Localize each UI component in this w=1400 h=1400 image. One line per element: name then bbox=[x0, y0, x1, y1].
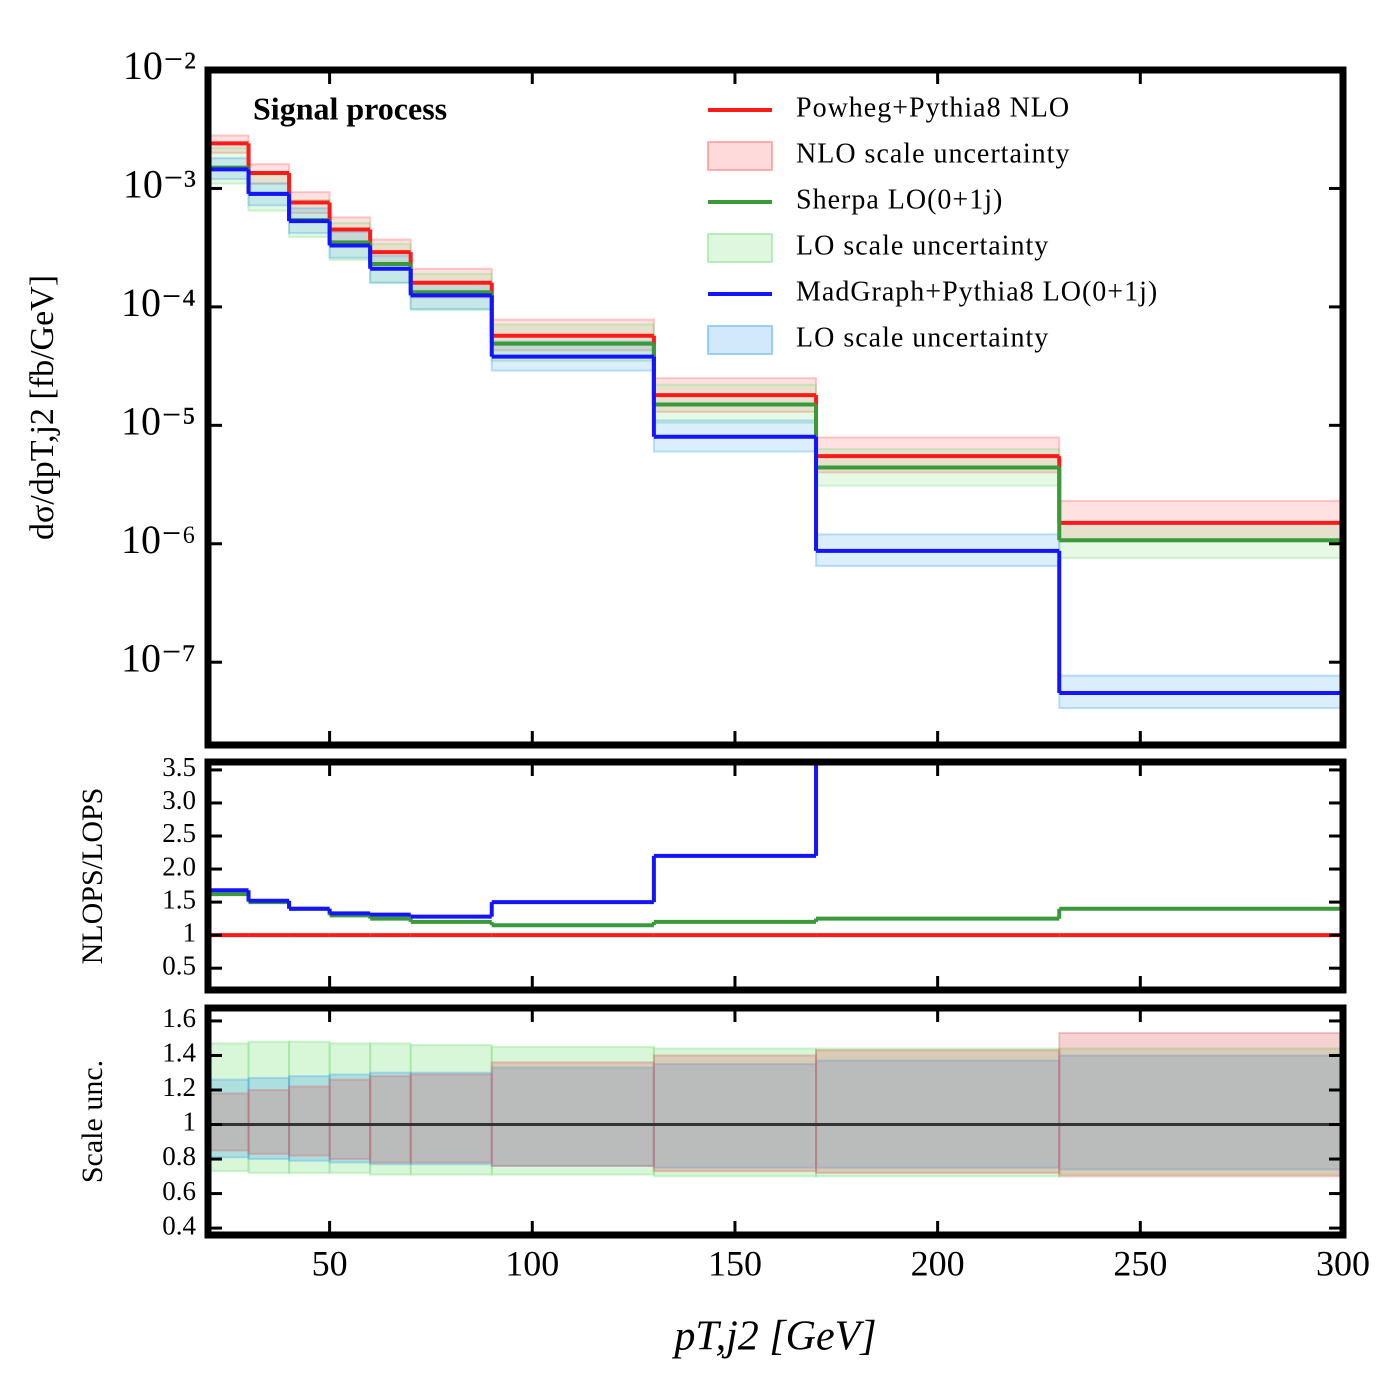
y-tick-label: 10⁻⁴ bbox=[121, 280, 196, 325]
uncertainty-band bbox=[1058, 1047, 1343, 1176]
legend-label: MadGraph+Pythia8 LO(0+1j) bbox=[796, 276, 1158, 307]
x-tick-label: 100 bbox=[505, 1243, 559, 1283]
x-tick-label: 50 bbox=[312, 1243, 348, 1283]
plot-area bbox=[208, 134, 1343, 710]
y-tick-label: 1 bbox=[183, 1107, 197, 1137]
y-tick-label: 10⁻⁶ bbox=[121, 517, 196, 562]
uncertainty-band bbox=[288, 1040, 331, 1174]
axes-frame bbox=[204, 758, 1347, 994]
uncertainty-band bbox=[208, 1078, 250, 1159]
legend-swatch bbox=[707, 325, 773, 355]
y-tick-label: 1.5 bbox=[162, 884, 196, 914]
y-tick-label: 0.8 bbox=[162, 1141, 196, 1171]
x-axis-label: pT,j2 [GeV] bbox=[671, 1314, 876, 1360]
x-tick-label: 250 bbox=[1113, 1243, 1167, 1283]
plot-area bbox=[208, 1032, 1343, 1178]
annotation: Signal process bbox=[253, 90, 447, 126]
y-tick-label: 2.0 bbox=[162, 851, 196, 881]
y-tick-label: 0.5 bbox=[162, 950, 196, 980]
x-tick-label: 200 bbox=[911, 1243, 965, 1283]
y-tick-label: 10⁻⁵ bbox=[121, 398, 196, 443]
uncertainty-band bbox=[247, 1040, 291, 1174]
uncertainty-band bbox=[409, 1044, 493, 1176]
uncertainty-band bbox=[409, 1071, 493, 1166]
legend-label: LO scale uncertainty bbox=[796, 322, 1049, 353]
uncertainty-band bbox=[652, 1063, 818, 1169]
uncertainty-band bbox=[208, 1042, 250, 1173]
uncertainty-band bbox=[490, 1061, 655, 1167]
y-tick-label: 3.5 bbox=[162, 752, 196, 782]
plot-area bbox=[208, 762, 1343, 938]
uncertainty-band bbox=[369, 1042, 412, 1176]
uncertainty-band bbox=[652, 1047, 818, 1178]
legend-label: LO scale uncertainty bbox=[796, 230, 1049, 261]
legend-label: Powheg+Pythia8 NLO bbox=[796, 92, 1070, 123]
uncertainty-band bbox=[815, 1047, 1061, 1178]
uncertainty-band bbox=[490, 1045, 655, 1176]
uncertainty-band bbox=[652, 1054, 818, 1173]
y-tick-label: 1.4 bbox=[162, 1038, 196, 1068]
x-tick-label: 150 bbox=[708, 1243, 762, 1283]
y-axis-label: Scale unc. bbox=[76, 1060, 109, 1183]
uncertainty-band bbox=[369, 1071, 412, 1166]
uncertainty-band bbox=[815, 1049, 1061, 1174]
y-tick-label: 10⁻³ bbox=[123, 162, 196, 207]
y-axis-label: NLOPS/LOPS bbox=[76, 788, 109, 965]
y-tick-label: 3.0 bbox=[162, 785, 196, 815]
axes-frame bbox=[204, 1004, 1347, 1239]
uncertainty-band bbox=[288, 1085, 331, 1157]
legend-swatch bbox=[707, 141, 773, 171]
y-tick-label: 2.5 bbox=[162, 818, 196, 848]
y-tick-label: 10⁻⁷ bbox=[121, 635, 196, 680]
y-tick-label: 1 bbox=[183, 917, 197, 947]
uncertainty-band bbox=[247, 1076, 291, 1161]
uncertainty-band bbox=[247, 1088, 291, 1155]
y-tick-label: 1.6 bbox=[162, 1003, 196, 1033]
uncertainty-band bbox=[328, 1073, 372, 1164]
y-tick-label: 10⁻² bbox=[123, 43, 196, 88]
axes-frame bbox=[204, 66, 1347, 749]
y-tick-label: 0.6 bbox=[162, 1176, 196, 1206]
y-tick-label: 1.2 bbox=[162, 1072, 196, 1102]
uncertainty-band bbox=[1058, 1032, 1343, 1178]
uncertainty-band bbox=[490, 1066, 655, 1167]
uncertainty-band bbox=[1058, 1054, 1343, 1171]
uncertainty-band bbox=[328, 1042, 372, 1174]
uncertainty-band bbox=[409, 1073, 493, 1164]
uncertainty-band bbox=[328, 1078, 372, 1161]
legend-label: NLO scale uncertainty bbox=[796, 138, 1070, 169]
uncertainty-band bbox=[288, 1075, 331, 1162]
legend-label: Sherpa LO(0+1j) bbox=[796, 184, 1003, 215]
uncertainty-band bbox=[815, 1059, 1061, 1169]
y-axis-label: dσ/dpT,j2 [fb/GeV] bbox=[24, 275, 61, 540]
y-tick-label: 0.4 bbox=[162, 1210, 196, 1240]
legend-swatch bbox=[707, 233, 773, 263]
uncertainty-band bbox=[208, 1092, 250, 1152]
x-tick-label: 300 bbox=[1316, 1243, 1370, 1283]
uncertainty-band bbox=[369, 1075, 412, 1164]
